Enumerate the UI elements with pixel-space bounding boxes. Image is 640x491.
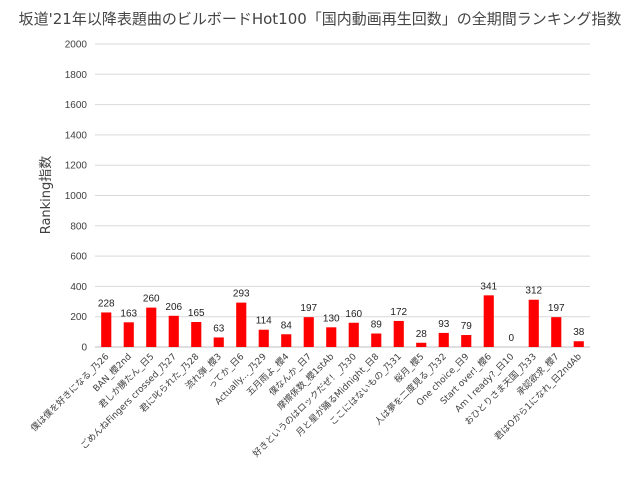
bar: [303, 317, 314, 347]
data-label: 197: [548, 303, 565, 314]
data-label: 89: [371, 320, 383, 331]
bar: [101, 312, 112, 347]
data-label: 84: [281, 320, 293, 331]
bar: [236, 302, 247, 347]
bar: [168, 315, 179, 347]
bar: [213, 337, 224, 347]
data-label: 28: [416, 329, 428, 340]
y-tick-label: 600: [70, 252, 87, 263]
data-label: 163: [120, 308, 137, 319]
data-labels: 228 163 260 206 165 63 293 114 84 197 130 160 89 172 2…: [98, 281, 585, 344]
data-label: 165: [188, 308, 205, 319]
bar: [371, 333, 382, 347]
data-label: 293: [233, 289, 250, 300]
y-tick-label: 1400: [65, 130, 88, 141]
bar: [461, 335, 472, 347]
bars: [101, 295, 584, 347]
data-label: 260: [143, 294, 160, 305]
bar: [146, 307, 157, 347]
y-tick-label: 2000: [65, 40, 88, 51]
data-label: 38: [573, 327, 585, 338]
bar: [551, 317, 562, 347]
y-axis-ticks: 0 200 400 600 800 1000 1200 1400 1600 1800 2000: [65, 40, 88, 354]
y-tick-label: 1200: [65, 161, 88, 172]
chart-title: 坂道'21年以降表題曲のビルボードHot100「国内動画再生回数」の全期間ランキ…: [19, 10, 622, 28]
x-axis-ticks: 僕は僕を好きになる_乃26BAN_櫻2nd君しか勝たん_日5ごめんねFinger…: [28, 350, 584, 459]
data-label: 341: [480, 281, 497, 292]
data-label: 114: [256, 316, 272, 327]
data-label: 93: [438, 319, 450, 330]
y-tick-label: 400: [70, 282, 87, 293]
data-label: 172: [390, 307, 407, 318]
bar: [191, 322, 202, 347]
bar: [348, 322, 359, 347]
data-label: 160: [345, 309, 362, 320]
data-label: 228: [98, 298, 115, 309]
data-label: 197: [300, 303, 317, 314]
y-tick-label: 800: [70, 221, 87, 232]
y-axis-label: Ranking指数: [39, 156, 54, 235]
bar: [528, 299, 539, 347]
data-label: 79: [461, 321, 473, 332]
bar: [258, 329, 269, 347]
bar: [393, 320, 404, 347]
bar: [326, 327, 337, 347]
data-label: 130: [323, 313, 340, 324]
y-tick-label: 1000: [65, 191, 88, 202]
bar: [438, 332, 449, 347]
bar: [281, 334, 292, 347]
y-tick-label: 200: [70, 312, 87, 323]
y-tick-label: 0: [81, 343, 87, 354]
bar: [416, 342, 427, 347]
bar: [123, 322, 134, 347]
data-label: 63: [213, 323, 225, 334]
bar: [483, 295, 494, 347]
y-tick-label: 1600: [65, 100, 88, 111]
data-label: 206: [165, 302, 182, 313]
y-tick-label: 1800: [65, 70, 88, 81]
data-label: 312: [525, 286, 542, 297]
data-label: 0: [508, 333, 514, 344]
bar: [573, 341, 584, 347]
